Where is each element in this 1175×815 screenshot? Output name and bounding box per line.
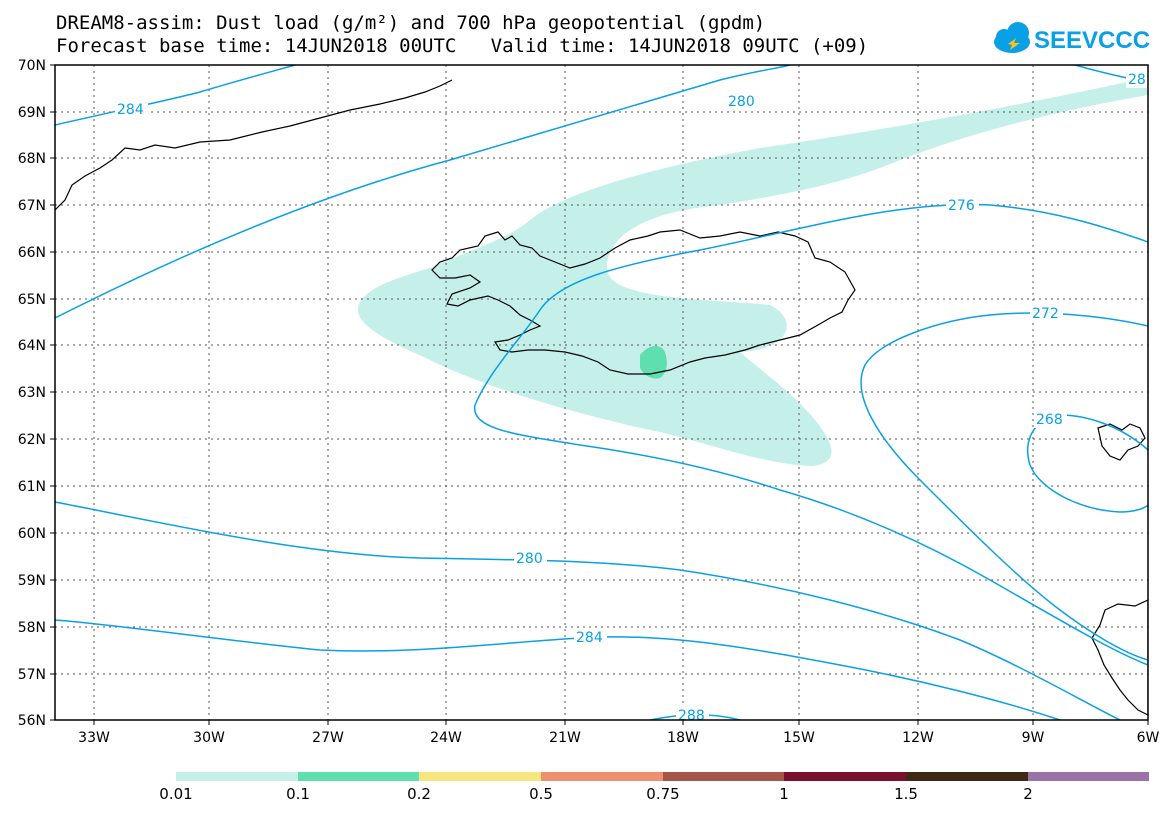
forecast-time-line: Forecast base time: 14JUN2018 00UTC Vali… — [56, 35, 869, 57]
lat-label-61n: 61N — [18, 479, 46, 495]
seevccc-logo: SEEVCCC — [994, 22, 1150, 54]
legend-label-0: 0.01 — [159, 785, 193, 803]
lon-axis: 33W 30W 27W 24W 21W 18W 15W 12W 9W 6W — [78, 720, 1160, 746]
legend-swatch-6 — [906, 772, 1028, 781]
contour-280-main — [55, 65, 791, 319]
dust-field — [357, 78, 1148, 466]
lat-label-67n: 67N — [18, 198, 46, 214]
lat-label-59n: 59N — [18, 573, 46, 589]
contour-272 — [860, 312, 1148, 661]
legend-label-7: 2 — [1023, 785, 1033, 803]
contour-268 — [1026, 414, 1148, 513]
lat-label-58n: 58N — [18, 620, 46, 636]
logo-text: SEEVCCC — [1034, 27, 1150, 54]
lat-label-63n: 63N — [18, 385, 46, 401]
legend-swatch-2 — [419, 772, 541, 781]
legend-swatch-4 — [663, 772, 784, 781]
lat-label-65n: 65N — [18, 292, 46, 308]
contour-label-280-main: 280 — [728, 94, 755, 110]
lon-label-24w: 24W — [430, 730, 462, 746]
graticule — [55, 65, 1148, 720]
lon-label-27w: 27W — [312, 730, 344, 746]
contour-label-280-south: 280 — [516, 551, 543, 567]
faroe-coastline — [1097, 423, 1146, 461]
contour-284-south — [55, 619, 1061, 720]
lon-label-6w: 6W — [1137, 730, 1160, 746]
legend-label-5: 1 — [779, 785, 789, 803]
legend-swatch-1 — [298, 772, 419, 781]
legend-swatch-7 — [1028, 772, 1149, 781]
lat-label-69n: 69N — [18, 105, 46, 121]
lon-label-18w: 18W — [667, 730, 699, 746]
lat-label-66n: 66N — [18, 245, 46, 261]
cloud-icon — [994, 22, 1030, 53]
legend-label-2: 0.2 — [407, 785, 431, 803]
contour-label-288: 288 — [678, 708, 705, 724]
legend-swatch-0 — [176, 772, 298, 781]
coastlines — [55, 79, 1148, 716]
lon-label-33w: 33W — [78, 730, 110, 746]
legend-swatch-5 — [784, 772, 906, 781]
lon-label-9w: 9W — [1022, 730, 1045, 746]
legend-label-6: 1.5 — [894, 785, 918, 803]
legend-label-4: 0.75 — [646, 785, 680, 803]
lat-label-62n: 62N — [18, 432, 46, 448]
dust-area-low — [357, 78, 1148, 466]
contour-280-south — [55, 501, 1121, 720]
scotland-coastline — [1091, 599, 1148, 716]
lat-axis: 70N 69N 68N 67N 66N 65N 64N 63N 62N 61N … — [18, 58, 55, 729]
lat-label-56n: 56N — [18, 713, 46, 729]
lat-label-57n: 57N — [18, 667, 46, 683]
lon-label-30w: 30W — [193, 730, 225, 746]
contour-276 — [474, 203, 1148, 666]
contour-label-284-north: 284 — [117, 102, 144, 118]
legend-swatch-3 — [541, 772, 663, 781]
iceland-coastline — [431, 229, 856, 375]
contour-label-272: 272 — [1032, 306, 1059, 322]
contour-284-north — [55, 65, 296, 126]
greenland-coastline — [55, 79, 453, 211]
lon-label-21w: 21W — [549, 730, 581, 746]
legend-label-3: 0.5 — [529, 785, 553, 803]
lon-label-15w: 15W — [783, 730, 815, 746]
contour-label-284-south: 284 — [576, 630, 603, 646]
lat-label-70n: 70N — [18, 58, 46, 74]
map-title: DREAM8-assim: Dust load (g/m²) and 700 h… — [56, 12, 766, 34]
dust-area-mid — [640, 345, 667, 379]
contour-label-268: 268 — [1036, 412, 1063, 428]
legend-label-1: 0.1 — [286, 785, 310, 803]
lon-label-12w: 12W — [902, 730, 934, 746]
contour-label-28-ne: 28 — [1128, 72, 1146, 88]
lat-label-60n: 60N — [18, 526, 46, 542]
contour-label-276: 276 — [948, 198, 975, 214]
lat-label-68n: 68N — [18, 151, 46, 167]
lat-label-64n: 64N — [18, 338, 46, 354]
